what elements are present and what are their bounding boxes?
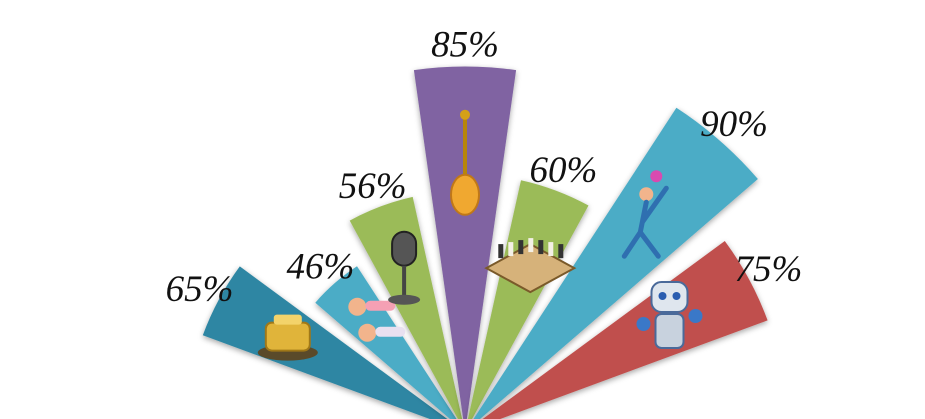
robot-icon [636, 281, 703, 349]
microphone-icon [388, 230, 421, 305]
pie-wedge-trophy [202, 266, 448, 419]
data-label-trophy: 65% [166, 269, 234, 310]
chart-wedges [202, 66, 768, 419]
data-label-volleyball: 90% [700, 104, 768, 145]
volleyball-player-icon [621, 170, 669, 259]
data-label-spoon: 85% [431, 25, 499, 66]
pie-wedge-robot [482, 241, 768, 419]
data-label-swimmers: 46% [286, 247, 354, 288]
trophy-icon [257, 314, 318, 361]
chart-labels: 65% 46% 56% 85% 60% 90% 75% [166, 25, 803, 311]
data-label-robot: 75% [734, 249, 802, 290]
data-label-chess: 60% [529, 150, 597, 191]
pie-wedge-chess [467, 180, 589, 419]
chess-icon [484, 238, 577, 294]
chart-icons [257, 109, 703, 361]
spoon-icon [450, 109, 480, 216]
data-label-microphone: 56% [339, 166, 407, 207]
swimmers-icon [348, 297, 406, 342]
pie-wedge-microphone [349, 196, 463, 419]
pie-wedge-spoon [413, 66, 517, 419]
pie-wedge-volleyball [473, 107, 758, 419]
